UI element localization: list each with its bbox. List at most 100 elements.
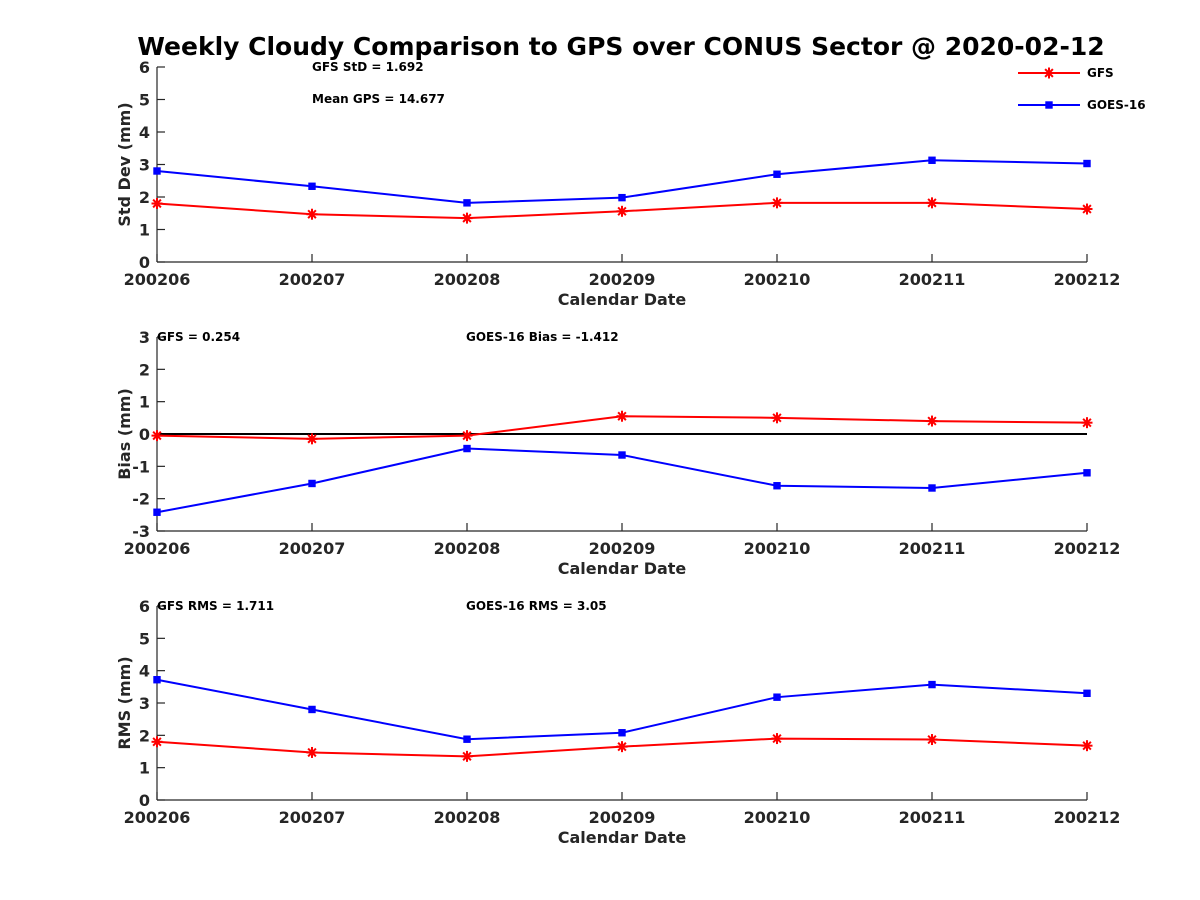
- x-tick-label: 200210: [744, 539, 811, 558]
- data-point-gfs: [1081, 740, 1093, 752]
- legend-goes16-marker: [1045, 101, 1053, 109]
- y-tick-label: 2: [139, 726, 150, 745]
- stat-annotation: Mean GPS = 14.677: [312, 92, 445, 106]
- data-point-gfs: [461, 212, 473, 224]
- x-tick-label: 200207: [279, 539, 346, 558]
- y-tick-label: 1: [139, 759, 150, 778]
- y-tick-label: 1: [139, 221, 150, 240]
- stat-annotation: GOES-16 Bias = -1.412: [466, 330, 619, 344]
- y-axis-label: Std Dev (mm): [115, 102, 134, 226]
- bias-panel: -3 -2 -1 0 1 2 3 200206 200207 200208 200209 200210…: [115, 328, 1120, 578]
- x-tick-label: 200211: [899, 539, 966, 558]
- y-tick-label: -3: [132, 522, 150, 541]
- x-tick-label: 200208: [434, 808, 501, 827]
- data-point-goes-16: [928, 484, 936, 492]
- x-tick-label: 200212: [1054, 270, 1121, 289]
- data-point-goes-16: [1083, 159, 1091, 168]
- x-axis-label: Calendar Date: [558, 290, 687, 309]
- x-tick-label: 200206: [124, 539, 191, 558]
- data-point-gfs: [306, 746, 318, 758]
- y-tick-label: 1: [139, 393, 150, 412]
- legend-marker-gfs: [1043, 67, 1055, 79]
- data-point-gfs: [306, 433, 318, 445]
- data-point-goes-16: [153, 167, 161, 175]
- y-tick-label: 6: [139, 58, 150, 77]
- y-tick-label: 4: [139, 123, 150, 142]
- y-tick-label: 3: [139, 328, 150, 347]
- data-point-gfs: [151, 736, 163, 748]
- data-point-goes-16: [928, 156, 936, 164]
- data-point-goes-16: [153, 676, 161, 684]
- x-tick-label: 200210: [744, 808, 811, 827]
- data-point-gfs: [616, 205, 628, 217]
- x-tick-label: 200206: [124, 270, 191, 289]
- y-tick-label: 2: [139, 188, 150, 207]
- data-point-gfs: [771, 733, 783, 745]
- x-tick-label: 200207: [279, 808, 346, 827]
- y-tick-label: 0: [139, 791, 150, 810]
- figure-title: Weekly Cloudy Comparison to GPS over CON…: [137, 32, 1104, 61]
- x-tick-label: 200211: [899, 808, 966, 827]
- y-tick-label: 5: [139, 91, 150, 110]
- x-tick-label: 200206: [124, 808, 191, 827]
- x-tick-label: 200208: [434, 539, 501, 558]
- data-point-gfs: [151, 430, 163, 442]
- y-tick-label: -1: [132, 457, 150, 476]
- x-axis-label: Calendar Date: [558, 828, 687, 847]
- x-axis-label: Calendar Date: [558, 559, 687, 578]
- data-point-goes-16: [463, 444, 471, 453]
- data-point-goes-16: [153, 508, 161, 516]
- x-tick-label: 200207: [279, 270, 346, 289]
- x-tick-label: 200211: [899, 270, 966, 289]
- rms-panel: 0 1 2 3 4 5 6 200206 200207 200208 200209 200210 200…: [115, 597, 1120, 847]
- data-point-gfs: [1081, 203, 1093, 215]
- data-point-goes-16: [463, 735, 471, 743]
- data-point-goes-16: [308, 705, 316, 714]
- stat-annotation: GFS = 0.254: [157, 330, 240, 344]
- data-point-gfs: [616, 410, 628, 422]
- y-tick-label: -2: [132, 490, 150, 509]
- x-tick-label: 200209: [589, 539, 656, 558]
- y-tick-label: 6: [139, 597, 150, 616]
- legend-goes16-label: GOES-16: [1087, 98, 1146, 112]
- data-point-goes-16: [618, 451, 626, 459]
- data-point-gfs: [926, 734, 938, 746]
- stat-annotation: GOES-16 RMS = 3.05: [466, 599, 607, 613]
- y-tick-label: 4: [139, 662, 150, 681]
- data-point-goes-16: [1083, 689, 1091, 697]
- data-point-goes-16: [928, 680, 936, 689]
- data-point-goes-16: [618, 193, 626, 202]
- std-dev-panel: 0 1 2 3 4 5 6 200206 200207 200208 200209 200210 200…: [115, 58, 1120, 309]
- x-tick-label: 200208: [434, 270, 501, 289]
- x-tick-label: 200209: [589, 270, 656, 289]
- data-point-gfs: [926, 197, 938, 209]
- y-axis-label: Bias (mm): [115, 388, 134, 480]
- data-point-gfs: [926, 415, 938, 427]
- data-point-gfs: [461, 750, 473, 762]
- x-tick-label: 200212: [1054, 539, 1121, 558]
- legend-marker-goes-16: [1045, 101, 1053, 109]
- data-point-gfs: [306, 208, 318, 220]
- data-point-goes-16: [308, 479, 316, 488]
- legend-gfs-marker: [1043, 67, 1055, 79]
- x-tick-label: 200212: [1054, 808, 1121, 827]
- data-point-gfs: [1081, 417, 1093, 429]
- stat-annotation: GFS RMS = 1.711: [157, 599, 274, 613]
- data-point-goes-16: [773, 170, 781, 178]
- data-point-goes-16: [773, 482, 781, 490]
- data-point-goes-16: [618, 729, 626, 737]
- data-point-gfs: [771, 197, 783, 209]
- legend-gfs-label: GFS: [1087, 66, 1114, 80]
- x-tick-label: 200209: [589, 808, 656, 827]
- legend: GFS GOES-16: [1018, 66, 1146, 112]
- y-tick-label: 0: [139, 253, 150, 272]
- y-tick-label: 5: [139, 629, 150, 648]
- data-point-goes-16: [1083, 469, 1091, 477]
- data-point-goes-16: [308, 182, 316, 190]
- stat-annotation: GFS StD = 1.692: [312, 60, 424, 74]
- data-point-gfs: [616, 741, 628, 753]
- y-tick-label: 0: [139, 425, 150, 444]
- data-point-gfs: [771, 412, 783, 424]
- y-tick-label: 3: [139, 694, 150, 713]
